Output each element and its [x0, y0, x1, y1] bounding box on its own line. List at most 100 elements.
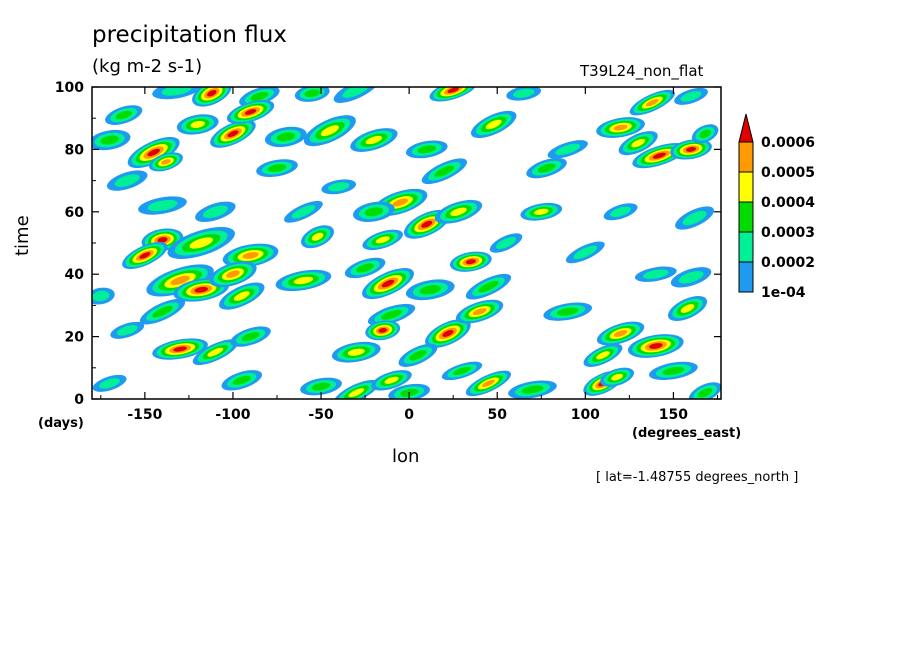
precip-feature [670, 139, 712, 160]
precip-feature [192, 87, 232, 107]
y-tick-label: 80 [65, 142, 85, 158]
precip-feature [331, 341, 381, 363]
precip-level-2 [114, 174, 140, 187]
precip-feature [489, 233, 523, 253]
precip-level-3 [304, 89, 320, 98]
precip-feature [362, 268, 414, 300]
precip-feature [405, 140, 448, 159]
x-tick-label: 100 [571, 407, 600, 423]
precip-level-3 [662, 366, 685, 375]
x-tick-label: -150 [127, 407, 162, 423]
precip-level-6 [447, 87, 459, 93]
latitude-note: [ lat=-1.48755 degrees_north ] [596, 470, 799, 485]
precip-feature [603, 203, 638, 221]
precip-level-6 [157, 237, 168, 243]
colorbar-label: 0.0006 [761, 135, 815, 151]
y-tick-label: 100 [55, 80, 84, 96]
precip-feature [465, 370, 512, 397]
colorbar-swatch [738, 171, 754, 203]
y-tick-label: 0 [74, 392, 84, 408]
precip-feature [675, 206, 715, 230]
precip-level-3 [434, 165, 455, 177]
precip-level-3 [152, 305, 173, 318]
precip-feature [275, 269, 332, 292]
precip-feature [149, 152, 183, 172]
precip-level-3 [409, 350, 427, 361]
precip-level-3 [699, 129, 712, 139]
precip-level-4 [365, 135, 383, 145]
precip-level-3 [453, 366, 471, 376]
precip-feature [634, 266, 677, 282]
precip-feature [670, 267, 712, 288]
precip-feature [596, 321, 645, 346]
precip-feature [543, 302, 593, 321]
precip-level-6 [685, 146, 697, 152]
precip-feature [333, 379, 379, 399]
precip-level-4 [311, 232, 324, 241]
precip-feature [222, 243, 279, 268]
precip-level-4 [190, 120, 205, 128]
precip-feature [649, 361, 698, 381]
x-axis-ticks: -150 -100 -50 0 50 100 150 [100, 87, 718, 423]
colorbar-max-arrow [738, 113, 754, 143]
precip-level-4 [450, 207, 467, 216]
x-tick-label: 50 [487, 407, 507, 423]
precip-level-2 [327, 182, 350, 192]
precip-level-3 [232, 375, 251, 385]
precip-feature [425, 319, 471, 348]
precip-level-2 [342, 87, 371, 99]
colorbar-label: 0.0002 [761, 255, 815, 271]
precip-feature [106, 170, 148, 191]
precip-level-4 [293, 276, 314, 285]
precip-level-3 [697, 388, 713, 398]
precip-feature [105, 105, 143, 125]
precip-level-5 [170, 275, 190, 286]
precip-feature [146, 264, 214, 297]
precip-level-6 [227, 130, 239, 138]
precip-feature [321, 179, 357, 195]
precip-feature [520, 202, 563, 221]
precip-level-5 [226, 270, 240, 278]
precip-feature [284, 200, 323, 223]
precip-feature [333, 87, 379, 103]
precip-level-3 [521, 385, 544, 394]
precip-level-4 [384, 376, 399, 384]
precip-feature [301, 225, 335, 249]
precip-level-6 [173, 346, 187, 352]
precip-level-4 [320, 125, 339, 137]
precip-feature [449, 251, 492, 272]
precip-level-6 [421, 220, 433, 228]
precip-level-2 [512, 88, 535, 98]
precip-feature [629, 89, 675, 116]
precip-feature [122, 241, 168, 270]
chart-units: (kg m-2 s-1) [92, 56, 203, 77]
colorbar-swatch [738, 261, 754, 293]
precip-feature [691, 124, 719, 144]
precip-level-5 [645, 98, 659, 107]
precip-feature [176, 114, 219, 135]
precip-feature [667, 296, 708, 321]
precip-feature [192, 339, 238, 366]
precip-level-2 [116, 325, 138, 336]
precip-feature [221, 370, 263, 391]
precip-level-5 [242, 252, 259, 259]
precip-level-4 [375, 236, 390, 244]
colorbar-label: 0.0005 [761, 165, 815, 181]
precip-feature [506, 87, 542, 101]
precip-feature [508, 380, 557, 399]
precip-level-3 [356, 263, 375, 273]
precip-level-6 [652, 152, 666, 159]
precip-feature [209, 261, 257, 288]
precip-level-3 [267, 164, 287, 173]
precip-level-3 [250, 91, 269, 101]
precip-level-2 [555, 143, 581, 156]
precip-level-6 [649, 343, 663, 349]
precip-feature [210, 119, 256, 148]
precip-level-2 [610, 206, 631, 218]
precip-level-2 [642, 269, 669, 279]
colorbar: 1e-04 0.0002 0.0003 0.0004 0.0005 0.0006 [738, 113, 815, 301]
precip-level-4 [347, 348, 365, 356]
precip-level-4 [485, 119, 502, 130]
colorbar-swatch [738, 141, 754, 173]
precip-feature [92, 287, 115, 305]
